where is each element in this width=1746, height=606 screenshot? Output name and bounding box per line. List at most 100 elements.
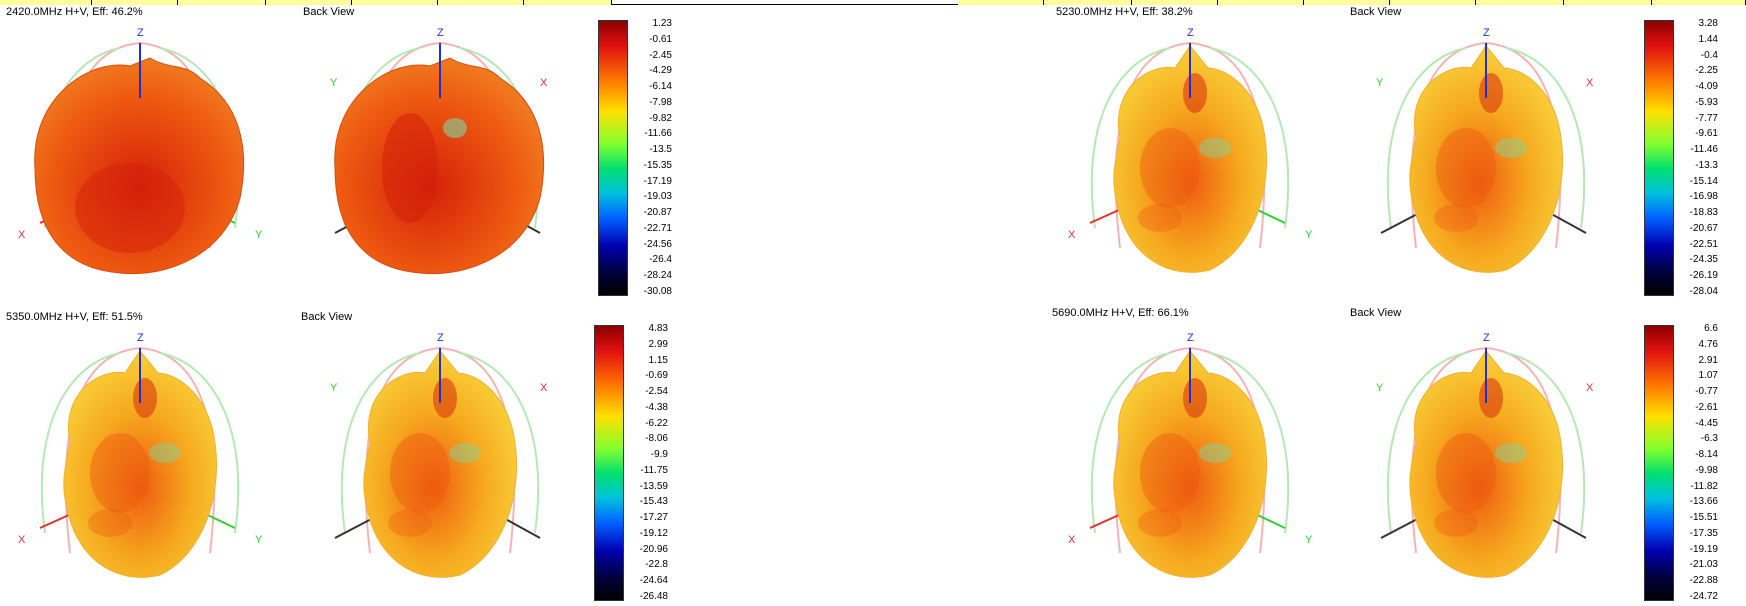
x-axis-label: X xyxy=(1586,382,1594,394)
radiation-surface xyxy=(334,57,545,275)
scale-tick-label: -24.56 xyxy=(643,238,672,250)
cut-plane-green xyxy=(340,352,540,534)
color-scale-bar xyxy=(594,325,624,601)
radiation-surface xyxy=(1113,45,1268,273)
front-view-plot: Z X Y xyxy=(18,27,263,275)
scale-tick-label: 1.15 xyxy=(648,354,668,366)
z-axis-label: Z xyxy=(137,27,144,39)
scale-tick-label: -15.14 xyxy=(1689,175,1718,187)
radiation-surface xyxy=(63,350,218,578)
scale-tick-label: -9.9 xyxy=(650,449,668,461)
scale-tick-label: 3.28 xyxy=(1698,18,1718,29)
surface-lobe xyxy=(1479,378,1503,418)
scale-tick-label: -2.54 xyxy=(645,386,668,398)
scale-tick-label: 4.76 xyxy=(1698,338,1718,350)
cut-plane-green xyxy=(40,352,240,534)
radiation-surface xyxy=(1113,350,1268,578)
color-scale-bar xyxy=(598,20,628,296)
y-axis-label: Y xyxy=(255,534,263,546)
cut-plane-green xyxy=(1090,47,1290,229)
scale-tick-label: -30.08 xyxy=(643,286,672,297)
scale-tick-label: -0.69 xyxy=(645,370,668,382)
scale-tick-label: -20.96 xyxy=(639,543,668,555)
header-strip xyxy=(0,0,1746,5)
scale-tick-label: -13.59 xyxy=(639,480,668,492)
surface-lobe xyxy=(133,378,157,418)
scale-tick-label: -13.5 xyxy=(649,144,672,156)
radiation-surface xyxy=(363,350,518,578)
surface-lobe xyxy=(1183,73,1207,113)
scale-tick-label: -4.38 xyxy=(645,401,668,413)
front-view-plot: Z X Y xyxy=(1068,27,1313,273)
scale-tick-label: -0.61 xyxy=(649,33,672,45)
scale-tick-label: 1.23 xyxy=(652,18,672,29)
surface-cool-spot xyxy=(1199,138,1231,158)
scale-tick-label: -19.19 xyxy=(1689,543,1718,555)
z-axis-label: Z xyxy=(437,332,444,344)
scale-tick-label: -13.66 xyxy=(1689,496,1718,508)
back-view-plot: Z Y X xyxy=(330,27,548,275)
scale-tick-label: -6.3 xyxy=(1700,433,1718,445)
front-view-plot: Z X Y xyxy=(18,332,263,578)
cut-plane-green xyxy=(1386,352,1586,534)
z-axis-label: Z xyxy=(1483,27,1490,39)
x-axis-label: X xyxy=(18,229,26,241)
scale-tick-label: -26.48 xyxy=(639,591,668,602)
scale-tick-label: -11.66 xyxy=(644,128,672,140)
scale-tick-label: 4.83 xyxy=(648,323,668,334)
scale-tick-label: -6.22 xyxy=(645,417,668,429)
cut-plane-green xyxy=(1090,352,1290,534)
surface-cool-spot xyxy=(449,443,481,463)
scale-tick-label: -2.45 xyxy=(649,49,672,61)
surface-cool-spot xyxy=(149,443,181,463)
scale-tick-label: -0.77 xyxy=(1695,386,1718,398)
color-scale-ticks: 4.83 2.99 1.15 -0.69 -2.54 -4.38 -6.22 -8.06 -9.… xyxy=(628,323,668,602)
scale-tick-label: 2.91 xyxy=(1698,354,1718,366)
surface-shade xyxy=(90,433,150,513)
scale-tick-label: -20.87 xyxy=(643,207,672,219)
surface-shade xyxy=(1140,128,1200,208)
surface-shade xyxy=(388,509,432,537)
scale-tick-label: -11.82 xyxy=(1690,480,1718,492)
surface-lobe xyxy=(433,378,457,418)
panel-title: 5230.0MHz H+V, Eff: 38.2% xyxy=(1056,6,1193,18)
x-axis-label: X xyxy=(1068,534,1076,546)
scale-tick-label: -16.98 xyxy=(1689,191,1718,203)
scale-tick-label: 2.99 xyxy=(648,338,668,350)
scale-tick-label: -11.75 xyxy=(640,464,668,476)
surface-shade xyxy=(88,509,132,537)
scale-tick-label: -8.14 xyxy=(1695,449,1718,461)
surface-shade xyxy=(75,163,185,253)
y-axis-label: Y xyxy=(1376,382,1384,394)
panel-title: 2420.0MHz H+V, Eff: 46.2% xyxy=(6,6,143,18)
x-axis-label: X xyxy=(18,534,26,546)
surface-lobe xyxy=(1183,378,1207,418)
scale-tick-label: -6.14 xyxy=(649,81,672,93)
scale-tick-label: -9.98 xyxy=(1695,464,1718,476)
surface-shade xyxy=(1434,204,1478,232)
y-axis-label: Y xyxy=(255,229,263,241)
scale-tick-label: -28.24 xyxy=(643,270,672,282)
surface-cool-spot xyxy=(443,118,467,138)
scale-tick-label: -21.03 xyxy=(1689,559,1718,571)
scale-tick-label: -24.72 xyxy=(1689,591,1718,602)
back-view-title: Back View xyxy=(1350,6,1402,18)
color-scale-ticks: 3.28 1.44 -0.4 -2.25 -4.09 -5.93 -7.77 -9.61 -11… xyxy=(1678,18,1718,297)
cut-plane-green xyxy=(1386,47,1586,229)
scale-tick-label: -26.19 xyxy=(1689,270,1718,282)
scale-tick-label: -19.12 xyxy=(639,527,668,539)
scale-tick-label: -17.27 xyxy=(639,512,668,524)
surface-shade xyxy=(1436,433,1496,513)
back-view-title: Back View xyxy=(301,311,353,323)
scale-tick-label: -24.35 xyxy=(1689,254,1718,266)
radiation-surface xyxy=(34,57,245,275)
scale-tick-label: 1.44 xyxy=(1698,33,1718,45)
scale-tick-label: -2.25 xyxy=(1695,65,1718,77)
scale-tick-label: -19.03 xyxy=(643,191,672,203)
scale-tick-label: -4.09 xyxy=(1695,81,1718,93)
scale-tick-label: -4.29 xyxy=(649,65,672,77)
scale-tick-label: -15.35 xyxy=(643,159,672,171)
scale-tick-label: -24.64 xyxy=(639,575,668,587)
